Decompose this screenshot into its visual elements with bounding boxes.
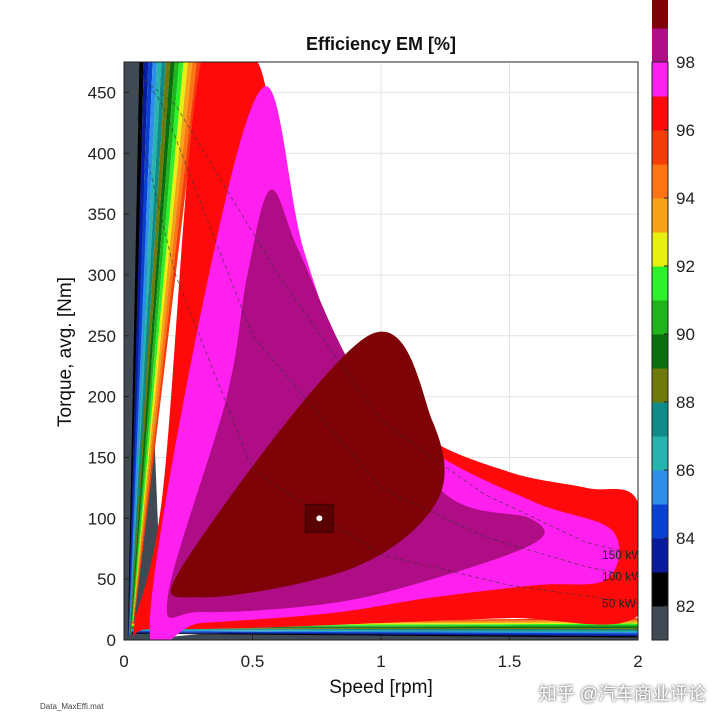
colorbar-segment — [652, 606, 668, 641]
file-name-label: Data_MaxEffi.mat — [40, 702, 104, 711]
efficiency-band — [128, 62, 153, 636]
colorbar-tick-label: 88 — [676, 393, 695, 412]
efficiency-band — [130, 62, 180, 634]
colorbar-segment — [652, 62, 668, 97]
efficiency-band — [128, 62, 158, 636]
colorbar-segment — [652, 300, 668, 335]
x-axis-label: Speed [rpm] — [329, 677, 433, 698]
efficiency-band — [128, 62, 149, 637]
efficiency-band-low-torque — [131, 628, 638, 631]
efficiency-band — [130, 62, 175, 634]
colorbar-tick-label: 92 — [676, 257, 695, 276]
colorbar-segment — [652, 538, 668, 573]
efficiency-band — [130, 62, 171, 635]
colorbar-segment — [652, 198, 668, 233]
y-tick-label: 100 — [88, 509, 116, 528]
y-axis-label: Torque, avg. [Nm] — [55, 277, 76, 427]
efficiency-band — [127, 62, 144, 637]
colorbar-tick-label: 94 — [676, 189, 695, 208]
colorbar-tick-label: 96 — [676, 121, 695, 140]
colorbar-segment — [652, 504, 668, 539]
colorbar-segment — [652, 96, 668, 131]
efficiency-band-low-torque — [131, 630, 638, 634]
power-line — [144, 79, 638, 556]
operating-point-dot — [316, 515, 323, 522]
colorbar-segment — [652, 232, 668, 267]
y-tick-label: 200 — [88, 388, 116, 407]
efficiency-contours: 150 kW 100 kW 50 kW — [124, 62, 643, 640]
power-line-label: 50 kW — [602, 596, 637, 610]
colorbar-tick-label: 98 — [676, 53, 695, 72]
efficiency-band — [132, 62, 197, 633]
colorbar-tick-label: 84 — [676, 529, 695, 548]
efficiency-band — [129, 62, 166, 635]
y-tick-label: 0 — [107, 631, 116, 650]
colorbar-segment — [652, 368, 668, 403]
colorbar-segment — [652, 436, 668, 471]
efficiency-band — [131, 62, 193, 633]
colorbar-frame — [651, 61, 669, 641]
colorbar-segment — [652, 28, 668, 63]
x-tick-label: 2 — [633, 652, 642, 671]
efficiency-region-97-98 — [170, 331, 445, 598]
x-tick-label: 1 — [376, 652, 385, 671]
x-tick-label: 0.5 — [241, 652, 265, 671]
efficiency-band — [129, 62, 162, 635]
y-tick-label: 450 — [88, 83, 116, 102]
colorbar-segment — [652, 130, 668, 165]
colorbar-tick-label: 90 — [676, 325, 695, 344]
efficiency-band — [131, 62, 184, 634]
colorbar-tick-label: 86 — [676, 461, 695, 480]
chart-title: Efficiency EM [%] — [305, 34, 457, 54]
efficiency-band — [131, 62, 188, 633]
colorbar-segment — [652, 164, 668, 199]
y-tick-label: 150 — [88, 448, 116, 467]
colorbar-segment — [652, 402, 668, 437]
x-tick-label: 1.5 — [498, 652, 522, 671]
y-tick-label: 350 — [88, 205, 116, 224]
watermark-text: 知乎 @汽车商业评论 — [538, 684, 706, 704]
efficiency-band-low-torque — [131, 629, 638, 633]
efficiency-band-low-torque — [131, 627, 638, 630]
x-tick-label: 0 — [119, 652, 128, 671]
y-tick-label: 250 — [88, 327, 116, 346]
efficiency-band-low-torque — [131, 632, 638, 637]
power-line-label: 100 kW — [602, 570, 643, 584]
power-line — [136, 67, 638, 578]
colorbar-segment — [652, 572, 668, 607]
y-tick-label: 50 — [97, 570, 116, 589]
colorbar-tick-label: 82 — [676, 597, 695, 616]
colorbar-segment — [652, 470, 668, 505]
efficiency-band-low-torque — [131, 631, 638, 635]
efficiency-band — [132, 62, 202, 632]
y-tick-label: 300 — [88, 266, 116, 285]
efficiency-band-low-torque — [131, 632, 638, 638]
colorbar-segment — [652, 334, 668, 369]
colorbar-segment — [652, 266, 668, 301]
colorbar-segment — [652, 0, 668, 29]
power-line-label: 150 kW — [602, 548, 643, 562]
y-tick-label: 400 — [88, 144, 116, 163]
